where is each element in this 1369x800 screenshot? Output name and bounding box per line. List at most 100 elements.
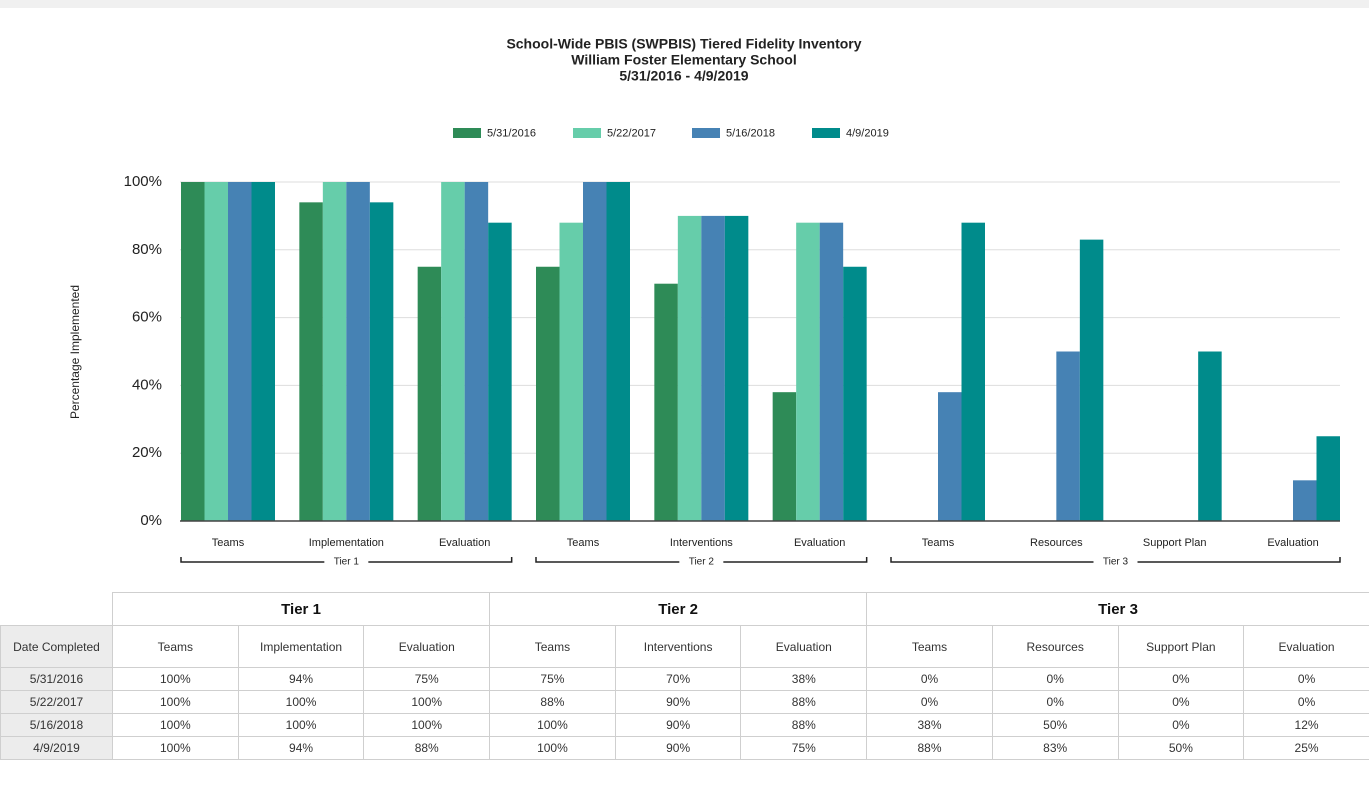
table-cell: 0% — [866, 690, 993, 714]
table-row: 5/16/2018 100% 100% 100% 100% 90% 88% 38% 50% 0% 1… — [0, 713, 1369, 737]
table-cell: 88% — [489, 690, 616, 714]
column-header: Implementation — [237, 625, 365, 668]
bar — [961, 222, 985, 521]
table-cell: 75% — [740, 736, 868, 760]
bar — [938, 392, 962, 521]
table-cell: 94% — [237, 667, 365, 691]
bar — [1293, 480, 1317, 521]
bar — [819, 222, 844, 521]
table-row: 5/31/2016 100% 94% 75% 75% 70% 38% 0% 0% 0% 0% — [0, 667, 1369, 691]
table-cell: 83% — [991, 736, 1119, 760]
empty-cell — [1, 593, 113, 626]
bar — [606, 182, 630, 521]
data-table: Tier 1 Tier 2 Tier 3 Date Completed Teams Imp… — [0, 592, 1369, 760]
bar — [536, 266, 560, 521]
column-header: Teams — [112, 625, 239, 668]
column-header: Resources — [991, 625, 1119, 668]
table-cell: 0% — [1243, 667, 1369, 691]
x-tick-label: Teams — [212, 537, 245, 549]
bar — [1079, 239, 1104, 521]
table-cell: 0% — [991, 667, 1119, 691]
group-bracket — [890, 557, 1341, 563]
x-tick-label: Support Plan — [1143, 537, 1207, 549]
bar — [417, 266, 442, 521]
bar — [677, 215, 702, 521]
x-tick-label: Evaluation — [439, 537, 490, 549]
y-tick-label: 80% — [132, 241, 162, 258]
table-cell: 88% — [866, 736, 993, 760]
y-axis-label: Percentage Implemented — [68, 285, 82, 419]
table-cell: 100% — [363, 713, 491, 737]
table-cell: 50% — [1117, 736, 1245, 760]
row-date: 4/9/2019 — [0, 736, 113, 760]
table-row: 4/9/2019 100% 94% 88% 100% 90% 75% 88% 83% 50% 25% — [0, 736, 1369, 760]
table-cell: 0% — [1117, 667, 1245, 691]
table-cell: 0% — [866, 667, 993, 691]
legend-swatch — [812, 128, 840, 138]
bar — [228, 182, 252, 521]
table-cell: 90% — [614, 736, 742, 760]
table-cell: 100% — [112, 713, 239, 737]
table-cell: 0% — [991, 690, 1119, 714]
group-label: Tier 1 — [334, 557, 360, 568]
bar — [251, 182, 275, 521]
table-row: 5/22/2017 100% 100% 100% 88% 90% 88% 0% 0% 0% 0% — [0, 690, 1369, 714]
header-row: Date Completed Teams Implementation Evaluat… — [0, 625, 1369, 668]
bar — [441, 182, 465, 521]
column-header: Teams — [866, 625, 993, 668]
bar — [464, 182, 489, 521]
bar — [1316, 436, 1340, 521]
table-cell: 100% — [237, 713, 365, 737]
bar — [299, 202, 323, 521]
table-cell: 100% — [112, 736, 239, 760]
y-tick-label: 0% — [140, 512, 162, 529]
table-cell: 38% — [740, 667, 868, 691]
table-cell: 88% — [740, 690, 868, 714]
bar — [583, 182, 607, 521]
table-cell: 0% — [1117, 690, 1245, 714]
bar — [843, 266, 867, 521]
column-header: Date Completed — [0, 625, 113, 668]
table-cell: 100% — [112, 667, 239, 691]
table-cell: 94% — [237, 736, 365, 760]
column-header: Support Plan — [1117, 625, 1245, 668]
group-bracket — [535, 557, 868, 563]
table-cell: 100% — [489, 736, 616, 760]
top-bar — [0, 0, 1369, 8]
table-cell: 75% — [363, 667, 491, 691]
bar — [772, 392, 797, 521]
table-cell: 12% — [1243, 713, 1369, 737]
bar — [701, 215, 725, 521]
bar — [322, 182, 347, 521]
legend-swatch — [692, 128, 720, 138]
table-cell: 100% — [112, 690, 239, 714]
bar — [1198, 351, 1222, 521]
table-cell: 90% — [614, 713, 742, 737]
bar — [1056, 351, 1080, 521]
column-header: Teams — [489, 625, 616, 668]
y-tick-label: 60% — [132, 309, 162, 326]
table-cell: 0% — [1243, 690, 1369, 714]
bar — [654, 283, 678, 521]
chart-date-range: 5/31/2016 - 4/9/2019 — [619, 68, 748, 84]
bar — [488, 222, 512, 521]
group-header-row: Tier 1 Tier 2 Tier 3 — [1, 592, 1369, 626]
legend-label: 4/9/2019 — [846, 127, 889, 139]
table-cell: 100% — [363, 690, 491, 714]
row-date: 5/31/2016 — [0, 667, 113, 691]
x-tick-label: Implementation — [309, 537, 384, 549]
y-tick-label: 20% — [132, 444, 162, 461]
y-tick-label: 100% — [124, 173, 162, 190]
group-bracket — [180, 557, 513, 563]
table-cell: 88% — [363, 736, 491, 760]
column-header: Interventions — [614, 625, 742, 668]
legend-swatch — [453, 128, 481, 138]
column-header: Evaluation — [740, 625, 868, 668]
column-header: Evaluation — [1243, 625, 1369, 668]
table-cell: 100% — [237, 690, 365, 714]
table-cell: 50% — [991, 713, 1119, 737]
group-header: Tier 2 — [489, 592, 868, 626]
bar — [559, 222, 583, 521]
group-label: Tier 2 — [689, 557, 715, 568]
